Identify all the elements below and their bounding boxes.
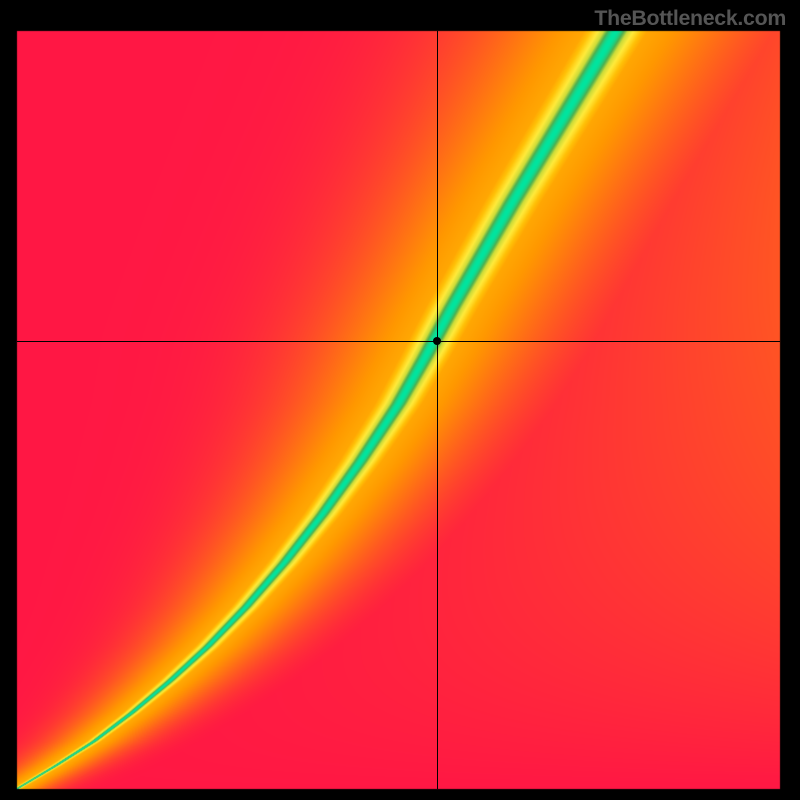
watermark-text: TheBottleneck.com xyxy=(594,6,786,31)
crosshair-horizontal xyxy=(17,341,780,342)
crosshair-vertical xyxy=(437,31,438,789)
heatmap-chart xyxy=(0,0,800,800)
crosshair-point xyxy=(433,337,441,345)
